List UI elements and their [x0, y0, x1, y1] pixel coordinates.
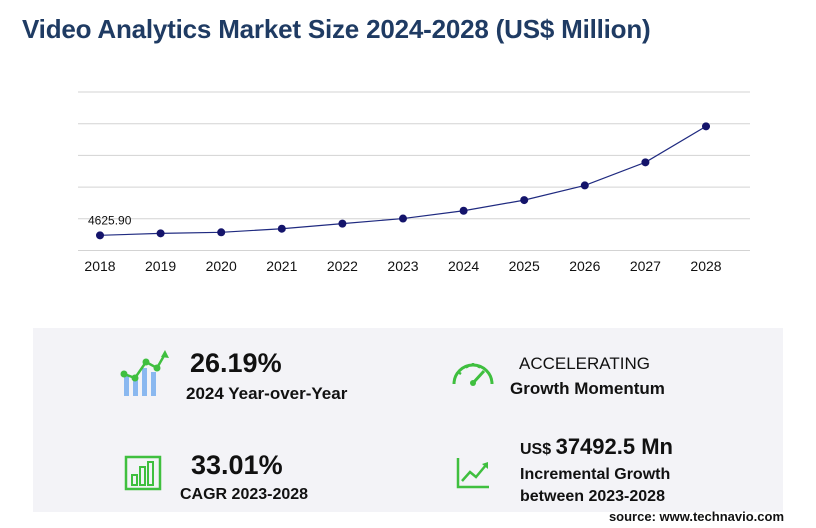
incremental-line2: between 2023-2028	[520, 488, 665, 505]
momentum-line1: ACCELERATING	[519, 354, 650, 373]
source-note: source: www.technavio.com	[608, 509, 784, 524]
data-point	[580, 181, 589, 190]
x-tick-label: 2028	[690, 258, 721, 274]
x-tick-label: 2025	[509, 258, 540, 274]
data-point	[702, 122, 710, 131]
data-labels: 4625.90	[88, 213, 132, 227]
x-tick-label: 2027	[630, 258, 661, 274]
incremental-value-row: US$ 37492.5 Mn	[520, 434, 673, 460]
line-chart: 2018 2019 2020 2021 2022 2023 2024 2025 2026 2027…	[78, 91, 750, 274]
data-points	[96, 122, 710, 240]
x-tick-label: 2018	[84, 258, 115, 274]
data-point	[459, 206, 468, 215]
x-tick-label: 2024	[448, 258, 479, 274]
x-tick-label: 2023	[387, 258, 418, 274]
gridlines	[78, 91, 750, 251]
data-point	[520, 196, 529, 205]
data-point	[338, 219, 347, 228]
yoy-label: 2024 Year-over-Year	[186, 384, 348, 403]
stats-panel	[33, 328, 783, 512]
data-point	[96, 231, 104, 240]
cagr-value: 33.01%	[191, 450, 283, 480]
x-tick-label: 2019	[145, 258, 176, 274]
incremental-value: 37492.5 Mn	[555, 434, 673, 459]
bar-growth-icon	[120, 350, 169, 396]
data-point	[399, 214, 407, 223]
chart-title: Video Analytics Market Size 2024-2028 (U…	[22, 14, 651, 44]
x-axis-ticks: 2018 2019 2020 2021 2022 2023 2024 2025 2026 2027…	[84, 258, 721, 274]
speedometer-icon	[452, 363, 494, 386]
x-tick-label: 2021	[266, 258, 297, 274]
currency-label: US$	[520, 441, 552, 458]
x-tick-label: 2026	[569, 258, 600, 274]
incremental-line1: Incremental Growth	[520, 466, 671, 483]
data-point	[277, 224, 286, 233]
bar-chart-icon	[124, 455, 162, 491]
cagr-label: CAGR 2023-2028	[180, 486, 309, 503]
data-point	[156, 229, 165, 238]
x-tick-label: 2020	[206, 258, 237, 274]
momentum-line2: Growth Momentum	[510, 379, 665, 398]
trend-chart-icon	[456, 458, 489, 489]
data-point	[641, 158, 650, 167]
x-tick-label: 2022	[327, 258, 358, 274]
yoy-value: 26.19%	[190, 348, 282, 378]
data-label: 4625.90	[88, 213, 132, 227]
data-point	[217, 228, 226, 237]
